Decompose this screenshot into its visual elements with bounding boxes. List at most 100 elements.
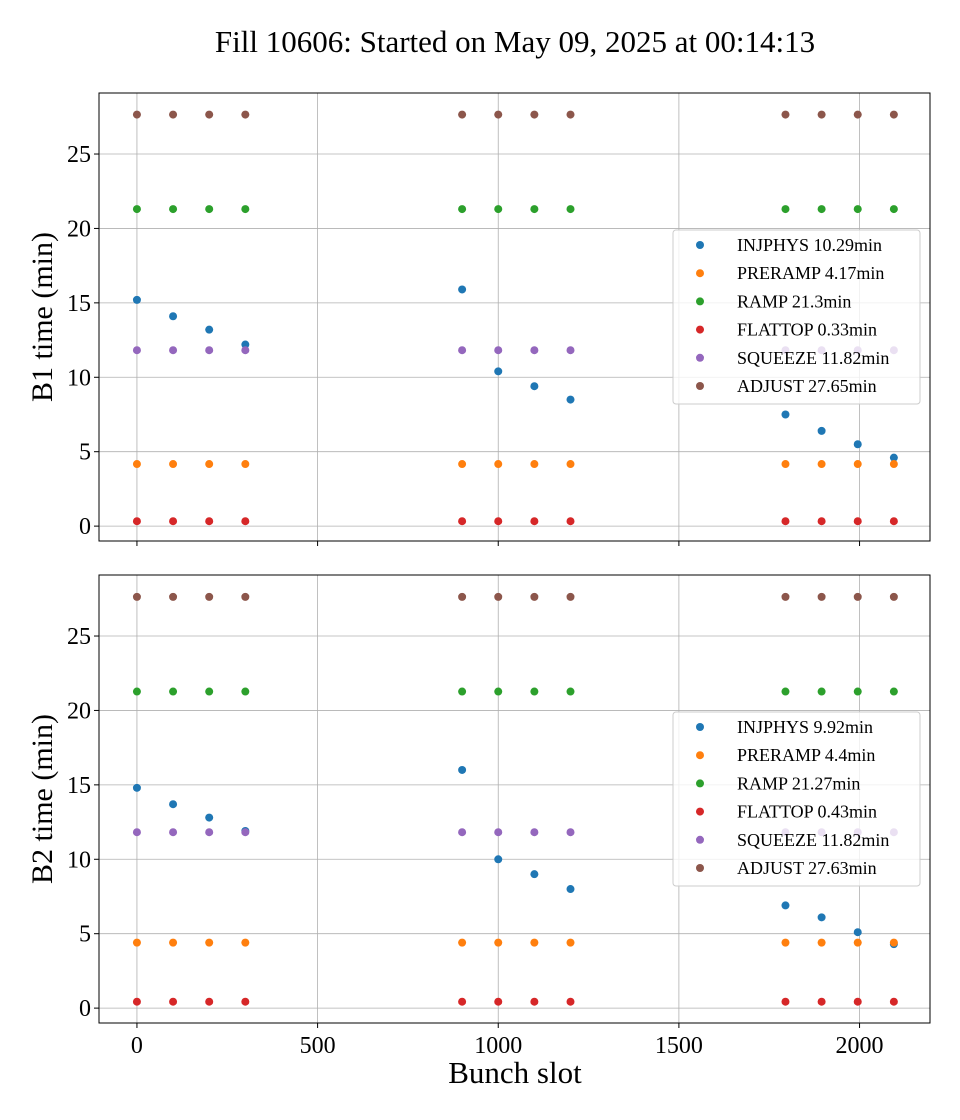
data-point (169, 997, 178, 1006)
legend-box (672, 711, 921, 887)
data-point (530, 460, 539, 469)
series-3 (132, 517, 898, 526)
data-point (566, 828, 575, 837)
data-point (566, 346, 575, 355)
y-tick-label: 0 (79, 514, 91, 540)
y-tick-label: 10 (67, 365, 91, 391)
data-point (889, 453, 898, 462)
data-point (530, 938, 539, 947)
legend-label: PRERAMP 4.4min (737, 745, 875, 765)
data-point (566, 938, 575, 947)
series-1 (132, 460, 898, 469)
data-point (817, 913, 826, 922)
legend-marker (696, 353, 704, 362)
data-point (494, 346, 503, 355)
x-tick-label: 1000 (474, 1033, 522, 1059)
data-point (853, 110, 862, 119)
data-point (494, 517, 503, 526)
data-point (241, 938, 250, 947)
legend-label: SQUEEZE 11.82min (737, 830, 889, 850)
series-2 (132, 687, 898, 696)
data-point (530, 828, 539, 837)
data-point (169, 312, 178, 321)
data-point (889, 460, 898, 469)
data-point (205, 205, 214, 214)
data-point (566, 517, 575, 526)
legend-marker (696, 241, 704, 249)
data-point (205, 460, 214, 469)
x-axis-label: Bunch slot (448, 1055, 582, 1090)
data-point (566, 592, 575, 601)
data-point (566, 395, 575, 404)
legend-label: PRERAMP 4.17min (737, 263, 884, 283)
data-point (853, 517, 862, 526)
legend: INJPHYS 9.92min PRERAMP 4.4min RAMP 21.27m… (672, 711, 921, 887)
series-5 (132, 592, 898, 601)
legend-box (672, 229, 921, 405)
data-point (458, 205, 467, 214)
legend-marker (696, 382, 704, 390)
data-point (241, 997, 250, 1006)
data-point (132, 110, 141, 119)
data-point (494, 110, 503, 119)
data-point (169, 800, 178, 809)
legend-label: INJPHYS 9.92min (737, 717, 873, 737)
data-point (530, 997, 539, 1006)
series-1 (132, 938, 898, 947)
series-0 (132, 285, 898, 462)
data-point (781, 410, 790, 419)
data-point (853, 687, 862, 696)
y-tick-label: 5 (79, 922, 91, 948)
data-point (169, 110, 178, 119)
series-5 (132, 110, 898, 119)
data-point (494, 592, 503, 601)
legend-marker (696, 723, 704, 731)
data-point (205, 828, 214, 837)
data-point (566, 885, 575, 894)
data-point (241, 592, 250, 601)
legend-marker (696, 864, 704, 872)
series-3 (132, 997, 898, 1006)
data-point (781, 687, 790, 696)
y-tick-label: 0 (79, 996, 91, 1022)
data-point (530, 110, 539, 119)
data-point (530, 382, 539, 391)
data-point (494, 828, 503, 837)
x-tick-label: 500 (300, 1033, 336, 1059)
panel-b1: INJPHYS 10.29min PRERAMP 4.17min RAMP 21.3… (26, 92, 931, 546)
data-point (530, 687, 539, 696)
data-point (889, 997, 898, 1006)
data-point (205, 110, 214, 119)
data-point (889, 517, 898, 526)
data-point (494, 205, 503, 214)
data-point (241, 828, 250, 837)
data-point (458, 938, 467, 947)
data-point (132, 205, 141, 214)
legend-marker (696, 297, 704, 306)
data-point (241, 460, 250, 469)
y-tick-label: 10 (67, 847, 91, 873)
axes-frame (98, 574, 931, 1024)
data-point (494, 460, 503, 469)
data-point (530, 205, 539, 214)
legend-marker (696, 807, 704, 816)
data-point (132, 460, 141, 469)
data-point (169, 517, 178, 526)
data-point (205, 813, 214, 822)
legend-marker (696, 325, 704, 334)
y-tick-label: 15 (67, 773, 91, 799)
data-point (205, 517, 214, 526)
data-point (132, 295, 141, 304)
data-point (458, 687, 467, 696)
data-point (781, 110, 790, 119)
data-point (241, 687, 250, 696)
legend-label: INJPHYS 10.29min (737, 235, 882, 255)
data-point (853, 460, 862, 469)
panel-b2: INJPHYS 9.92min PRERAMP 4.4min RAMP 21.27m… (26, 574, 931, 1059)
data-point (169, 828, 178, 837)
legend-label: RAMP 21.27min (737, 773, 860, 793)
data-point (853, 928, 862, 937)
data-point (241, 346, 250, 355)
data-point (132, 687, 141, 696)
data-point (530, 346, 539, 355)
